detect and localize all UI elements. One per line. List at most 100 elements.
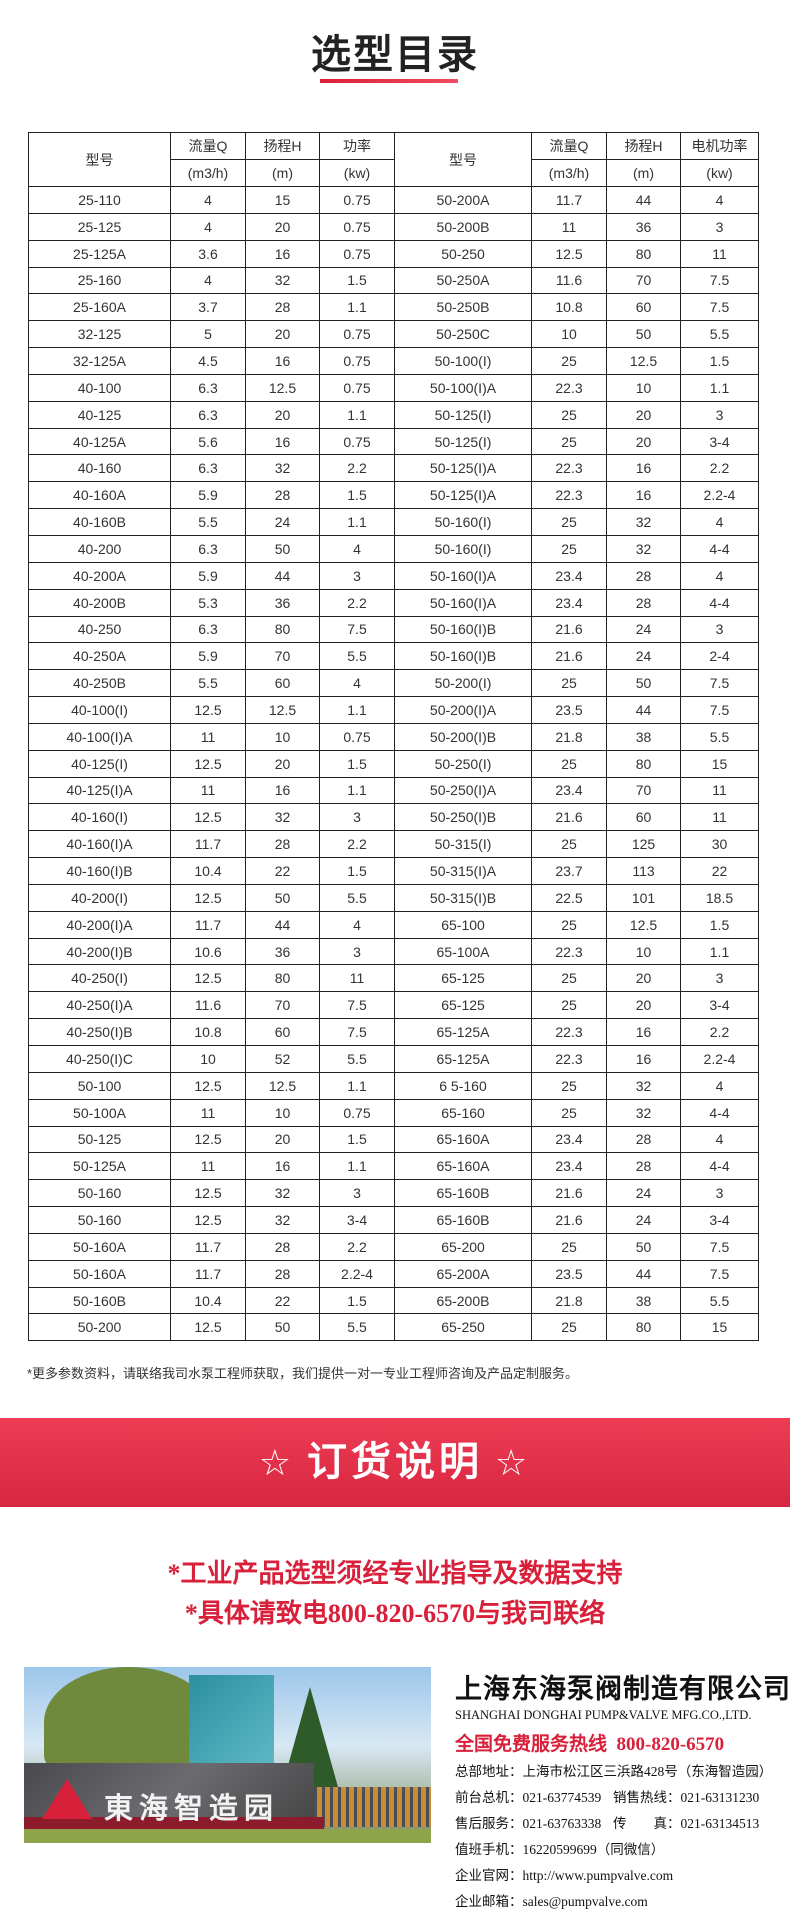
header-model: 型号 — [28, 132, 171, 187]
table-cell: 4 — [680, 508, 759, 536]
table-cell: 15 — [680, 1313, 759, 1342]
table-cell: 65-160B — [394, 1179, 532, 1208]
table-cell: 0.75 — [319, 186, 395, 214]
table-row: 40-200 6.3 50 4 50-160(I) 25 32 4-4 — [28, 534, 759, 563]
table-cell: 25 — [531, 991, 607, 1020]
unit-motor-power: (kw) — [680, 159, 759, 187]
table-cell: 5.3 — [170, 588, 246, 617]
table-cell: 7.5 — [319, 991, 395, 1020]
table-cell: 70 — [606, 776, 681, 805]
table-cell: 40-125A — [28, 427, 171, 456]
table-cell: 11.7 — [170, 1259, 246, 1288]
table-cell: 11 — [170, 1152, 246, 1181]
table-cell: 50-160B — [28, 1286, 171, 1315]
table-cell: 30 — [680, 830, 759, 859]
table-cell: 10.4 — [170, 1286, 246, 1315]
table-cell: 25 — [531, 910, 607, 939]
table-row: 50-160 12.5 32 3-4 65-160B 21.6 24 3-4 — [28, 1206, 759, 1234]
table-row: 50-125 12.5 20 1.5 65-160A 23.4 28 4 — [28, 1125, 759, 1154]
table-cell: 12.5 — [531, 239, 607, 268]
title-underline — [320, 79, 458, 83]
table-cell: 25-160 — [28, 266, 171, 295]
table-cell: 3.7 — [170, 293, 246, 322]
table-cell: 32-125A — [28, 347, 171, 375]
table-cell: 2.2 — [680, 1018, 759, 1046]
table-cell: 50-200 — [28, 1313, 171, 1342]
table-row: 50-160A 11.7 28 2.2 65-200 25 50 7.5 — [28, 1232, 759, 1261]
table-cell: 1.1 — [319, 696, 395, 724]
table-cell: 11 — [170, 776, 246, 805]
table-cell: 12.5 — [170, 696, 246, 724]
table-cell: 10 — [245, 722, 320, 751]
table-cell: 28 — [245, 1232, 320, 1261]
banner-title: 订货说明 — [307, 1440, 483, 1484]
gate — [314, 1787, 431, 1827]
table-cell: 50-160 — [28, 1206, 171, 1234]
table-cell: 3 — [680, 1179, 759, 1208]
table-cell: 3 — [680, 212, 759, 241]
table-cell: 50 — [245, 534, 320, 563]
table-cell: 16 — [606, 454, 681, 483]
table-cell: 2.2-4 — [319, 1259, 395, 1288]
table-cell: 0.75 — [319, 212, 395, 241]
table-cell: 50-250(I)B — [394, 803, 532, 832]
table-cell: 32 — [245, 1206, 320, 1234]
table-cell: 23.4 — [531, 588, 607, 617]
table-cell: 50-200(I)B — [394, 722, 532, 751]
table-cell: 5.6 — [170, 427, 246, 456]
table-cell: 50-125 — [28, 1125, 171, 1154]
table-cell: 40-250B — [28, 669, 171, 698]
table-cell: 5.9 — [170, 481, 246, 510]
table-cell: 25 — [531, 1098, 607, 1127]
table-cell: 24 — [606, 642, 681, 671]
table-cell: 25 — [531, 830, 607, 859]
table-cell: 32 — [606, 1071, 681, 1100]
factory-photo: 東海智造园 — [24, 1667, 431, 1843]
table-cell: 5.5 — [680, 722, 759, 751]
table-row: 40-250(I)B 10.8 60 7.5 65-125A 22.3 16 2.2 — [28, 1018, 759, 1046]
table-cell: 5.5 — [680, 1286, 759, 1315]
table-cell: 7.5 — [680, 1259, 759, 1288]
table-cell: 25-125 — [28, 212, 171, 241]
table-cell: 16 — [606, 1045, 681, 1073]
table-cell: 40-125 — [28, 400, 171, 429]
table-cell: 1.5 — [680, 347, 759, 375]
table-cell: 3 — [680, 615, 759, 644]
table-cell: 5.5 — [680, 320, 759, 349]
table-cell: 21.6 — [531, 1179, 607, 1208]
table-row: 40-100(I) 12.5 12.5 1.1 50-200(I)A 23.5 44 7.5 — [28, 696, 759, 724]
table-row: 25-125A 3.6 16 0.75 50-250 12.5 80 11 — [28, 239, 759, 268]
duty-phone: 值班手机：16220599699（同微信） — [455, 1842, 665, 1857]
table-cell: 25 — [531, 964, 607, 993]
order-notes-banner: ☆ 订货说明 ☆ — [0, 1418, 790, 1507]
table-cell: 20 — [606, 427, 681, 456]
website-link[interactable]: 企业官网：http://www.pumpvalve.com — [455, 1868, 674, 1883]
table-cell: 11 — [170, 1098, 246, 1127]
table-cell: 1.1 — [680, 373, 759, 402]
table-cell: 6.3 — [170, 615, 246, 644]
table-cell: 23.4 — [531, 776, 607, 805]
table-cell: 5.5 — [319, 883, 395, 912]
table-row: 40-160(I)B 10.4 22 1.5 50-315(I)A 23.7 113 22 — [28, 857, 759, 885]
table-cell: 1.1 — [319, 508, 395, 536]
table-row: 40-200(I)A 11.7 44 4 65-100 25 12.5 1.5 — [28, 910, 759, 939]
table-cell: 32 — [606, 508, 681, 536]
table-cell: 21.6 — [531, 615, 607, 644]
table-cell: 0.75 — [319, 1098, 395, 1127]
table-cell: 65-100 — [394, 910, 532, 939]
table-cell: 50-100(I) — [394, 347, 532, 375]
table-row: 40-125A 5.6 16 0.75 50-125(I) 25 20 3-4 — [28, 427, 759, 456]
table-cell: 65-160 — [394, 1098, 532, 1127]
table-row: 40-250B 5.5 60 4 50-200(I) 25 50 7.5 — [28, 669, 759, 698]
table-cell: 0.75 — [319, 373, 395, 402]
note-line-2: *具体请致电800-820-6570与我司联络 — [184, 1599, 606, 1628]
email-link[interactable]: 企业邮箱：sales@pumpvalve.com — [455, 1894, 648, 1909]
table-cell: 11 — [170, 722, 246, 751]
table-row: 25-110 4 15 0.75 50-200A 11.7 44 4 — [28, 186, 759, 214]
table-cell: 20 — [245, 1125, 320, 1154]
phones-row-1: 前台总机：021-63774539 销售热线：021-63131230 — [455, 1786, 765, 1808]
header-head: 扬程H — [245, 132, 320, 160]
header-model-2: 型号 — [394, 132, 532, 187]
table-cell: 3-4 — [680, 1206, 759, 1234]
table-cell: 22.3 — [531, 937, 607, 966]
